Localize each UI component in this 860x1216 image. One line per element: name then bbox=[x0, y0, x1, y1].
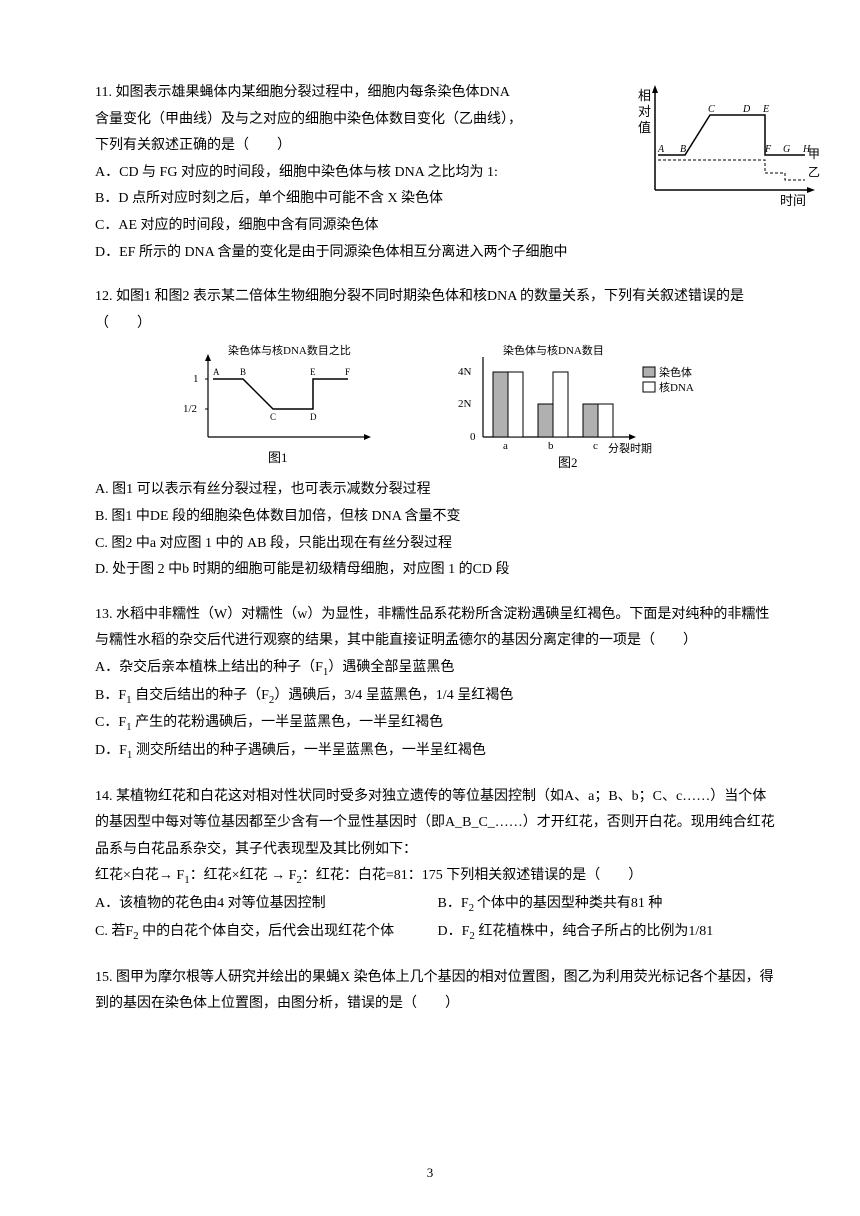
q11-option-b: B．D 点所对应时刻之后，单个细胞中可能不含 X 染色体 bbox=[95, 186, 585, 213]
svg-text:甲: 甲 bbox=[808, 147, 820, 161]
svg-text:2N: 2N bbox=[458, 398, 472, 410]
svg-text:B: B bbox=[680, 144, 686, 155]
svg-text:D: D bbox=[310, 412, 317, 422]
svg-text:1: 1 bbox=[193, 373, 199, 385]
q12-figure2: 染色体与核DNA数目 4N 2N 0 a b c 分裂时期 染色体 核DNA bbox=[448, 342, 708, 472]
svg-text:F: F bbox=[345, 367, 350, 377]
q14-option-b: B．F2 个体中的基因型种类共有81 种 bbox=[438, 891, 781, 919]
page-number: 3 bbox=[427, 1161, 434, 1186]
svg-text:A: A bbox=[213, 367, 220, 377]
q14-stem: 14. 某植物红花和白花这对相对性状同时受多对独立遗传的等位基因控制（如A、a；… bbox=[95, 784, 780, 864]
q13-option-d: D．F1 测交所结出的种子遇碘后，一半呈蓝黑色，一半呈红褐色 bbox=[95, 738, 780, 766]
q14-option-d: D．F2 红花植株中，纯合子所占的比例为1/81 bbox=[438, 919, 781, 947]
q12-option-b: B. 图1 中DE 段的细胞染色体数目加倍，但核 DNA 含量不变 bbox=[95, 504, 780, 531]
svg-text:分裂时期: 分裂时期 bbox=[608, 442, 652, 455]
svg-text:D: D bbox=[742, 104, 751, 115]
svg-text:C: C bbox=[270, 412, 276, 422]
question-14: 14. 某植物红花和白花这对相对性状同时受多对独立遗传的等位基因控制（如A、a；… bbox=[95, 784, 780, 947]
q12-stem: 12. 如图1 和图2 表示某二倍体生物细胞分裂不同时期染色体和核DNA 的数量… bbox=[95, 284, 780, 337]
q14-cross: 红花×白花→ F1：红花×红花 → F2：红花：白花=81：175 下列相关叙述… bbox=[95, 863, 780, 891]
q11-option-d: D．EF 所示的 DNA 含量的变化是由于同源染色体相互分离进入两个子细胞中 bbox=[95, 240, 780, 267]
q13-option-a: A．杂交后亲本植株上结出的种子（F1）遇碘全部呈蓝黑色 bbox=[95, 655, 780, 683]
svg-text:E: E bbox=[310, 367, 316, 377]
svg-text:a: a bbox=[503, 440, 508, 452]
svg-text:时间: 时间 bbox=[780, 193, 806, 208]
q11-stem-line3: 下列有关叙述正确的是（ ） bbox=[95, 133, 585, 160]
q13-option-b: B．F1 自交后结出的种子（F2）遇碘后，3/4 呈蓝黑色，1/4 呈红褐色 bbox=[95, 683, 780, 711]
svg-text:染色体与核DNA数目: 染色体与核DNA数目 bbox=[503, 343, 604, 357]
ylabel-1: 相 bbox=[638, 88, 651, 103]
question-13: 13. 水稻中非糯性（W）对糯性（w）为显性，非糯性品系花粉所含淀粉遇碘呈红褐色… bbox=[95, 602, 780, 766]
svg-text:b: b bbox=[548, 440, 554, 452]
q11-option-a: A．CD 与 FG 对应的时间段，细胞中染色体与核 DNA 之比均为 1: bbox=[95, 160, 585, 187]
svg-text:E: E bbox=[762, 104, 769, 115]
svg-text:4N: 4N bbox=[458, 366, 472, 378]
q14-row2: C. 若F2 中的白花个体自交，后代会出现红花个体 D．F2 红花植株中，纯合子… bbox=[95, 919, 780, 947]
svg-text:染色体: 染色体 bbox=[659, 365, 692, 379]
q14-option-a: A．该植物的花色由4 对等位基因控制 bbox=[95, 891, 438, 919]
svg-text:乙: 乙 bbox=[808, 165, 820, 179]
q15-stem: 15. 图甲为摩尔根等人研究并绘出的果蝇X 染色体上几个基因的相对位置图，图乙为… bbox=[95, 965, 780, 1018]
svg-text:1/2: 1/2 bbox=[183, 403, 197, 415]
svg-text:C: C bbox=[708, 104, 715, 115]
svg-text:c: c bbox=[593, 440, 598, 452]
ylabel-3: 值 bbox=[638, 120, 651, 135]
q12-option-d: D. 处于图 2 中b 时期的细胞可能是初级精母细胞，对应图 1 的CD 段 bbox=[95, 557, 780, 584]
q11-option-c: C．AE 对应的时间段，细胞中含有同源染色体 bbox=[95, 213, 585, 240]
svg-text:G: G bbox=[783, 144, 790, 155]
q11-stem-line2: 含量变化（甲曲线）及与之对应的细胞中染色体数目变化（乙曲线）， bbox=[95, 107, 585, 134]
question-11: 11. 如图表示雄果蝇体内某细胞分裂过程中，细胞内每条染色体DNA 含量变化（甲… bbox=[95, 80, 780, 266]
q12-option-a: A. 图1 可以表示有丝分裂过程，也可表示减数分裂过程 bbox=[95, 477, 780, 504]
svg-text:图1: 图1 bbox=[268, 450, 288, 465]
q12-option-c: C. 图2 中a 对应图 1 中的 AB 段，只能出现在有丝分裂过程 bbox=[95, 531, 780, 558]
q13-stem: 13. 水稻中非糯性（W）对糯性（w）为显性，非糯性品系花粉所含淀粉遇碘呈红褐色… bbox=[95, 602, 780, 655]
svg-text:0: 0 bbox=[470, 431, 476, 443]
svg-text:图2: 图2 bbox=[558, 455, 578, 470]
q11-stem-line1: 11. 如图表示雄果蝇体内某细胞分裂过程中，细胞内每条染色体DNA bbox=[95, 80, 585, 107]
svg-text:染色体与核DNA数目之比: 染色体与核DNA数目之比 bbox=[228, 343, 351, 357]
q13-option-c: C．F1 产生的花粉遇碘后，一半呈蓝黑色，一半呈红褐色 bbox=[95, 710, 780, 738]
svg-text:A: A bbox=[657, 144, 665, 155]
q11-chart: 相 对 值 A B C D E F G H 甲 乙 时间 bbox=[630, 80, 820, 230]
question-15: 15. 图甲为摩尔根等人研究并绘出的果蝇X 染色体上几个基因的相对位置图，图乙为… bbox=[95, 965, 780, 1018]
question-12: 12. 如图1 和图2 表示某二倍体生物细胞分裂不同时期染色体和核DNA 的数量… bbox=[95, 284, 780, 584]
svg-text:F: F bbox=[764, 144, 772, 155]
q11-text-block: 11. 如图表示雄果蝇体内某细胞分裂过程中，细胞内每条染色体DNA 含量变化（甲… bbox=[95, 80, 585, 240]
svg-text:核DNA: 核DNA bbox=[659, 380, 694, 394]
ylabel-2: 对 bbox=[638, 104, 651, 119]
q14-row1: A．该植物的花色由4 对等位基因控制 B．F2 个体中的基因型种类共有81 种 bbox=[95, 891, 780, 919]
svg-text:B: B bbox=[240, 367, 246, 377]
q12-figures-container: 染色体与核DNA数目之比 1 1/2 A B C D E F 图1 染色体与核D… bbox=[95, 342, 780, 472]
q14-option-c: C. 若F2 中的白花个体自交，后代会出现红花个体 bbox=[95, 919, 438, 947]
q12-figure1: 染色体与核DNA数目之比 1 1/2 A B C D E F 图1 bbox=[168, 342, 388, 472]
